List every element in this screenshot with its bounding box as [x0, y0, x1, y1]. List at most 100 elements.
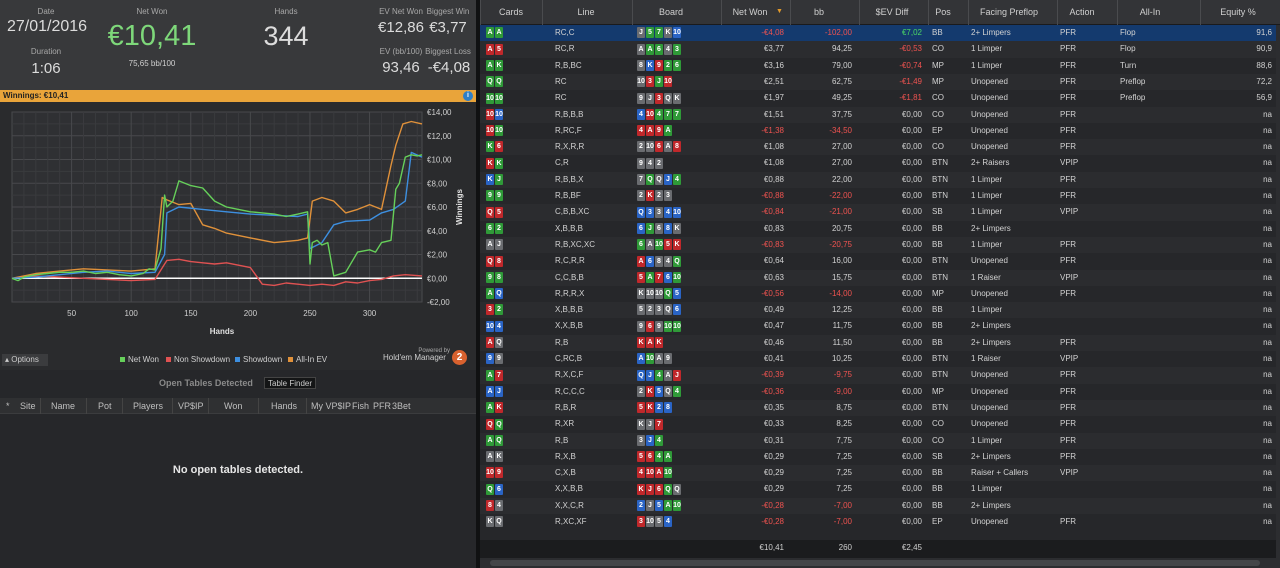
table-row[interactable]: K J R,B,B,X 7 Q Q J 4 €0,88 22,00 €0,00 BTN 1 Limper… [480, 171, 1276, 188]
bb-cell: 20,75 [831, 223, 852, 233]
col-players[interactable]: Players [133, 401, 164, 411]
table-row[interactable]: A K R,X,B 5 6 4 A €0,29 7,25 €0,00 SB 2+ Limpers PFR… [480, 449, 1276, 465]
pos-cell: EP [932, 517, 943, 526]
equity-cell: 72,2 [1256, 76, 1272, 86]
col-won[interactable]: Won [224, 401, 243, 411]
header-cards[interactable]: Cards [498, 7, 523, 17]
x-tick-label: 50 [67, 309, 76, 318]
table-row[interactable]: A J R,C,C,C 2 K 5 Q 4 -€0,36 -9,00 €0,00 MP Unopened… [480, 384, 1276, 400]
header-facing-preflop[interactable]: Facing Preflop [979, 7, 1039, 17]
ev-diff-cell: €0,00 [901, 500, 922, 510]
table-row[interactable]: 10 9 C,X,B 4 10 A 10 €0,29 7,25 €0,00 BB Raiser + C… [480, 465, 1276, 482]
col-hands[interactable]: Hands [271, 401, 298, 411]
col-pfr[interactable]: PFR [373, 401, 391, 411]
table-row[interactable]: Q Q R,XR K J 7 €0,33 8,25 €0,00 CO Unopened PFR na [480, 416, 1276, 432]
table-row[interactable]: A Q R,R,R,X K 1010 Q 5 -€0,56 -14,00 €0,00 MP Unope… [480, 286, 1276, 302]
table-row[interactable]: Q 5 C,B,B,XC Q 3 3 4 10 -€0,84 -21,00 €0,00 SB 1 Lim… [480, 204, 1276, 221]
table-row[interactable]: Q Q RC 10 3 J 10 €2,51 62,75 -€1,49 MP Unopened PFR P… [480, 73, 1276, 91]
col-my-vpip[interactable]: My VP$IP [311, 401, 352, 411]
table-row[interactable]: K Q R,XC,XF 3 10 5 4 -€0,28 -7,00 €0,00 EP Unopened… [480, 514, 1276, 530]
line-cell: R,B,B,X [555, 174, 584, 184]
horizontal-scrollbar[interactable] [480, 558, 1280, 568]
table-row[interactable]: K 6 R,X,R,R 2 10 6 A 8 €1,08 27,00 €0,00 CO Unopened… [480, 139, 1276, 156]
table-row[interactable]: A K R,B,R 5 K 2 8 €0,35 8,75 €0,00 BTN Unopened PFR n… [480, 399, 1276, 417]
equity-cell: na [1263, 517, 1272, 526]
table-row[interactable]: 3 2 X,B,B,B 5 2 3 Q 6 €0,49 12,25 €0,00 BB 1 Limper n… [480, 302, 1276, 319]
header-line[interactable]: Line [577, 7, 595, 17]
table-row[interactable]: A Q R,B 3 J 4 €0,31 7,75 €0,00 CO 1 Limper PFR na [480, 432, 1276, 449]
playing-card: 3 [655, 206, 663, 218]
pos-cell: SB [932, 207, 943, 217]
pos-cell: BB [932, 28, 943, 37]
table-row[interactable]: Q 8 R,C,R,R A 6 8 4 Q €0,64 16,00 €0,00 BTN Unopened… [480, 253, 1276, 269]
legend-allin-ev[interactable]: All-In EV [288, 355, 327, 364]
header-bb[interactable]: bb [813, 7, 824, 17]
playing-card: J [646, 222, 654, 234]
col-fish[interactable]: Fish [352, 401, 370, 411]
header-ev-diff[interactable]: $EV Diff [875, 7, 909, 17]
table-row[interactable]: 1010 RC 9 J 3 Q K €1,97 49,25 -€1,81 CO Unopened PFR… [480, 90, 1276, 106]
table-row[interactable]: 9 8 C,C,B,B 5 A 7 6 10 €0,63 15,75 €0,00 BTN 1 Raise… [480, 269, 1276, 286]
header-pos[interactable]: Pos [935, 7, 951, 17]
table-row[interactable]: A 5 RC,R A A 6 4 3 €3,77 94,25 -€0,53 CO 1 Limper PFR… [480, 41, 1276, 58]
action-cell: PFR [1060, 288, 1076, 298]
table-row[interactable]: A K R,B,BC 8 K 9 2 6 €3,16 79,00 -€0,74 MP 1 Limper P… [480, 58, 1276, 74]
header-action[interactable]: Action [1069, 7, 1095, 17]
table-row[interactable]: 10 4 X,X,B,B 9 6 9 1010 €0,47 11,75 €0,00 BB 2+ Lim… [480, 318, 1276, 334]
bb-cell: -20,75 [829, 239, 852, 249]
action-cell: PFR [1060, 451, 1076, 461]
pos-cell: CO [932, 419, 944, 429]
playing-card: K [495, 402, 503, 414]
sort-desc-icon[interactable]: ▼ [776, 8, 783, 15]
table-row[interactable]: 9 9 R,B,BF 2 K 2 3 -€0,88 -22,00 €0,00 BTN 1 Limper… [480, 188, 1276, 204]
legend-net-won[interactable]: Net Won [120, 355, 159, 364]
scrollbar-thumb[interactable] [490, 560, 1260, 566]
table-row[interactable]: A A RC,C J 5 7 K 10 -€4,08 -102,00 €7,02 BB 2+ Limpe… [480, 25, 1276, 42]
col-vpip[interactable]: VP$IP [178, 401, 204, 411]
table-row[interactable]: A 7 R,X,C,F Q J 4 A J -€0,39 -9,75 €0,00 BTN Unopene… [480, 367, 1276, 384]
table-row[interactable]: 6 2 X,B,B,B 6 J 6 8 K €0,83 20,75 €0,00 BB 2+ Limper… [480, 221, 1276, 237]
playing-card: A [486, 434, 494, 446]
playing-card: Q [486, 76, 494, 88]
legend-non-showdown[interactable]: Non Showdown [166, 355, 230, 364]
header-all-in[interactable]: All-In [1139, 7, 1161, 17]
bb-cell: -14,00 [829, 288, 852, 298]
equity-cell: na [1263, 191, 1272, 200]
col-pot[interactable]: Pot [98, 401, 112, 411]
info-icon[interactable]: i [463, 91, 473, 101]
table-row[interactable]: 8 4 X,X,C,R 2 J 5 A 10 -€0,28 -7,00 €0,00 BB 2+ Limp… [480, 497, 1276, 514]
winnings-chart: €14,00 €12,00 €10,00 €8,00 €6,00 €4,00 €2,00 €0… [0, 102, 476, 368]
playing-card: 4 [664, 43, 672, 55]
table-row[interactable]: A J R,B,XC,XC 6 A 10 5 K -€0,83 -20,75 €0,00 BB 1 Li… [480, 236, 1276, 254]
table-row[interactable]: Q 6 X,X,B,B K J 6 Q Q €0,29 7,25 €0,00 BB 1 Limper na [480, 481, 1276, 497]
playing-card: A [637, 43, 645, 55]
options-button[interactable]: ▴ Options [2, 354, 48, 366]
table-row[interactable]: K K C,R 9 4 2 €1,08 27,00 €0,00 BTN 2+ Raisers VPIP… [480, 155, 1276, 171]
col-name[interactable]: Name [51, 401, 76, 411]
table-row[interactable]: 1010 R,B,B,B 4 10 4 7 7 €1,51 37,75 €0,00 CO Unopen… [480, 106, 1276, 123]
table-row[interactable]: A Q R,B K A K €0,46 11,50 €0,00 BB 2+ Limpers PFR na [480, 334, 1276, 351]
table-row[interactable]: 1010 R,RC,F 4 A 9 A -€1,38 -34,50 €0,00 EP Unopene… [480, 123, 1276, 139]
facing-cell: Unopened [971, 76, 1008, 86]
pos-cell: MP [932, 288, 944, 298]
playing-card: 7 [655, 418, 663, 430]
table-finder-button[interactable]: Table Finder [264, 377, 317, 389]
header-equity[interactable]: Equity % [1220, 7, 1256, 17]
header-board[interactable]: Board [658, 7, 684, 17]
chart-svg: €14,00 €12,00 €10,00 €8,00 €6,00 €4,00 €2,00 €0… [11, 108, 464, 336]
bb-cell: 7,25 [836, 468, 852, 478]
legend-label: All-In EV [296, 355, 328, 364]
facing-cell: Unopened [971, 109, 1008, 119]
col-3bet[interactable]: 3Bet [392, 401, 411, 411]
col-star[interactable]: * [6, 401, 10, 411]
panel-divider[interactable] [476, 0, 480, 568]
playing-card: 10 [664, 76, 672, 88]
legend-showdown[interactable]: Showdown [235, 355, 282, 364]
table-row[interactable]: 9 9 C,RC,B A 10 A 9 €0,41 10,25 €0,00 BTN 1 Raiser V… [480, 351, 1276, 367]
vertical-scrollbar[interactable] [1276, 25, 1280, 558]
net-won-cell: €0,41 [763, 354, 784, 363]
playing-card: 9 [637, 157, 645, 169]
header-net-won[interactable]: Net Won [732, 7, 768, 17]
col-site[interactable]: Site [20, 401, 36, 411]
